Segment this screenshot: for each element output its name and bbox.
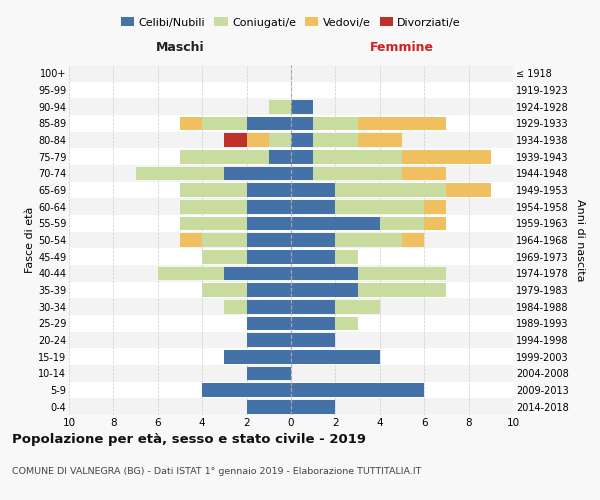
Bar [247,400,291,413]
Bar [180,150,269,164]
Bar [69,65,513,82]
Bar [158,266,224,280]
Bar [291,350,380,364]
Bar [402,150,491,164]
Bar [180,216,247,230]
Bar [69,398,513,415]
Bar [69,232,513,248]
Bar [291,400,335,413]
Bar [180,200,247,213]
Bar [291,300,335,314]
Bar [380,216,424,230]
Bar [291,233,335,247]
Bar [313,166,402,180]
Y-axis label: Anni di nascita: Anni di nascita [575,198,585,281]
Bar [247,133,269,147]
Text: COMUNE DI VALNEGRA (BG) - Dati ISTAT 1° gennaio 2019 - Elaborazione TUTTITALIA.I: COMUNE DI VALNEGRA (BG) - Dati ISTAT 1° … [12,468,421,476]
Bar [424,216,446,230]
Bar [247,250,291,264]
Bar [269,133,291,147]
Bar [269,150,291,164]
Bar [69,165,513,182]
Bar [180,116,202,130]
Bar [69,298,513,315]
Bar [291,150,313,164]
Bar [291,383,424,397]
Bar [335,300,380,314]
Bar [136,166,224,180]
Legend: Celibi/Nubili, Coniugati/e, Vedovi/e, Divorziati/e: Celibi/Nubili, Coniugati/e, Vedovi/e, Di… [116,13,466,32]
Bar [202,233,247,247]
Bar [224,166,291,180]
Bar [202,116,247,130]
Bar [202,250,247,264]
Bar [180,233,202,247]
Bar [69,365,513,382]
Text: Maschi: Maschi [155,41,205,54]
Bar [335,233,402,247]
Bar [335,250,358,264]
Bar [247,233,291,247]
Bar [69,98,513,115]
Bar [202,283,247,297]
Bar [291,266,358,280]
Bar [247,216,291,230]
Bar [224,300,247,314]
Bar [247,116,291,130]
Bar [291,166,313,180]
Bar [247,316,291,330]
Bar [291,133,313,147]
Text: Femmine: Femmine [370,41,434,54]
Bar [247,300,291,314]
Bar [313,116,358,130]
Bar [247,333,291,347]
Bar [224,350,291,364]
Bar [291,200,335,213]
Bar [247,366,291,380]
Bar [402,166,446,180]
Bar [69,332,513,348]
Bar [247,183,291,197]
Bar [335,200,424,213]
Bar [69,198,513,215]
Bar [335,316,358,330]
Bar [358,283,446,297]
Bar [402,233,424,247]
Bar [291,183,335,197]
Bar [291,316,335,330]
Bar [247,283,291,297]
Bar [291,283,358,297]
Bar [291,116,313,130]
Bar [424,200,446,213]
Bar [358,266,446,280]
Bar [291,250,335,264]
Bar [291,100,313,114]
Bar [358,133,402,147]
Bar [358,116,446,130]
Bar [224,133,247,147]
Bar [202,383,291,397]
Bar [291,333,335,347]
Bar [335,183,446,197]
Bar [69,132,513,148]
Bar [446,183,491,197]
Bar [224,266,291,280]
Y-axis label: Fasce di età: Fasce di età [25,207,35,273]
Bar [313,150,402,164]
Text: Popolazione per età, sesso e stato civile - 2019: Popolazione per età, sesso e stato civil… [12,432,366,446]
Bar [247,200,291,213]
Bar [180,183,247,197]
Bar [69,265,513,281]
Bar [269,100,291,114]
Bar [291,216,380,230]
Bar [313,133,358,147]
